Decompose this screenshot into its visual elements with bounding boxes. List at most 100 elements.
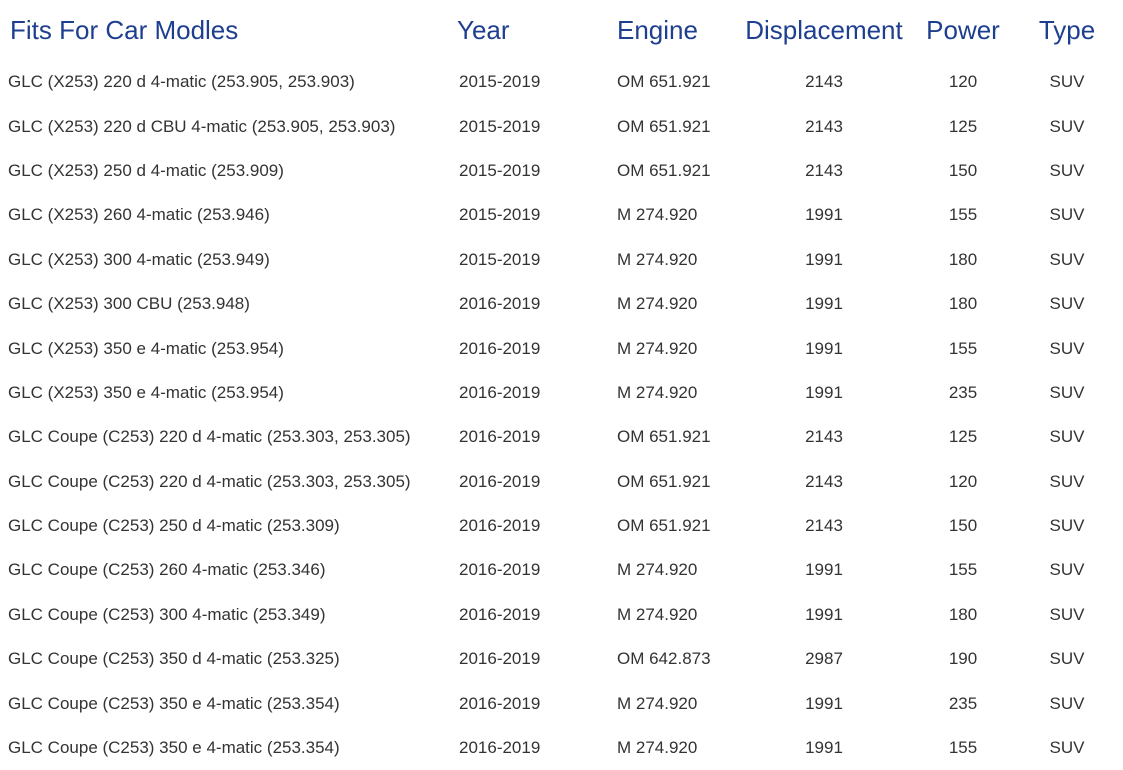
cell-displacement: 2143 <box>805 471 843 491</box>
cell-year: 2016-2019 <box>459 471 541 491</box>
cell-engine: M 274.920 <box>617 249 698 269</box>
cell-engine: M 274.920 <box>617 560 698 580</box>
cell-model: GLC Coupe (C253) 250 d 4-matic (253.309) <box>8 516 340 536</box>
cell-power: 155 <box>948 338 978 358</box>
table-row: GLC (X253) 250 d 4-matic (253.909) 2015-2… <box>0 149 1123 193</box>
cell-year: 2016-2019 <box>459 516 541 536</box>
header-type: Type <box>1038 14 1096 45</box>
cell-year: 2016-2019 <box>459 560 541 580</box>
table-header: Fits For Car Modles Year Engine Displace… <box>0 0 1123 60</box>
table-row: GLC Coupe (C253) 300 4-matic (253.349) 20… <box>0 593 1123 637</box>
cell-power: 155 <box>948 205 978 225</box>
cell-power: 235 <box>948 693 978 713</box>
cell-type: SUV <box>1049 693 1085 713</box>
cell-model: GLC Coupe (C253) 260 4-matic (253.346) <box>8 560 326 580</box>
table-row: GLC (X253) 300 CBU (253.948) 2016-2019 M 2… <box>0 282 1123 326</box>
cell-power: 150 <box>948 516 978 536</box>
cell-displacement: 2143 <box>805 427 843 447</box>
cell-model: GLC Coupe (C253) 350 e 4-matic (253.354) <box>8 738 340 758</box>
cell-displacement: 1991 <box>805 205 843 225</box>
cell-year: 2015-2019 <box>459 160 541 180</box>
cell-engine: M 274.920 <box>617 382 698 402</box>
cell-displacement: 1991 <box>805 294 843 314</box>
cell-engine: OM 651.921 <box>617 116 711 136</box>
cell-year: 2016-2019 <box>459 649 541 669</box>
cell-power: 120 <box>948 471 978 491</box>
table-row: GLC (X253) 350 e 4-matic (253.954) 2016-2… <box>0 371 1123 415</box>
table-body: GLC (X253) 220 d 4-matic (253.905, 253.9… <box>0 60 1123 770</box>
cell-engine: M 274.920 <box>617 294 698 314</box>
cell-displacement: 1991 <box>805 693 843 713</box>
table-row: GLC Coupe (C253) 350 d 4-matic (253.325)… <box>0 637 1123 681</box>
cell-year: 2016-2019 <box>459 382 541 402</box>
cell-year: 2016-2019 <box>459 738 541 758</box>
cell-model: GLC Coupe (C253) 220 d 4-matic (253.303,… <box>8 427 411 447</box>
table-row: GLC (X253) 300 4-matic (253.949) 2015-201… <box>0 238 1123 282</box>
cell-power: 180 <box>948 294 978 314</box>
cell-engine: OM 651.921 <box>617 427 711 447</box>
table-row: GLC Coupe (C253) 260 4-matic (253.346) 20… <box>0 548 1123 592</box>
table-row: GLC Coupe (C253) 220 d 4-matic (253.303,… <box>0 460 1123 504</box>
cell-type: SUV <box>1049 382 1085 402</box>
cell-power: 155 <box>948 738 978 758</box>
cell-displacement: 2987 <box>805 649 843 669</box>
cell-displacement: 1991 <box>805 604 843 624</box>
cell-power: 180 <box>948 249 978 269</box>
cell-displacement: 2143 <box>805 116 843 136</box>
cell-power: 125 <box>948 116 978 136</box>
header-year: Year <box>457 14 510 45</box>
table-row: GLC (X253) 260 4-matic (253.946) 2015-201… <box>0 193 1123 237</box>
cell-year: 2015-2019 <box>459 249 541 269</box>
cell-model: GLC (X253) 220 d CBU 4-matic (253.905, 2… <box>8 116 396 136</box>
cell-type: SUV <box>1049 604 1085 624</box>
cell-model: GLC (X253) 350 e 4-matic (253.954) <box>8 382 284 402</box>
cell-type: SUV <box>1049 249 1085 269</box>
cell-displacement: 1991 <box>805 249 843 269</box>
cell-type: SUV <box>1049 738 1085 758</box>
cell-model: GLC Coupe (C253) 220 d 4-matic (253.303,… <box>8 471 411 491</box>
cell-engine: M 274.920 <box>617 338 698 358</box>
cell-displacement: 1991 <box>805 338 843 358</box>
cell-displacement: 1991 <box>805 560 843 580</box>
cell-displacement: 1991 <box>805 382 843 402</box>
cell-year: 2015-2019 <box>459 205 541 225</box>
cell-year: 2016-2019 <box>459 338 541 358</box>
cell-year: 2016-2019 <box>459 294 541 314</box>
cell-model: GLC (X253) 220 d 4-matic (253.905, 253.9… <box>8 72 355 92</box>
cell-model: GLC (X253) 260 4-matic (253.946) <box>8 205 270 225</box>
cell-type: SUV <box>1049 116 1085 136</box>
cell-engine: M 274.920 <box>617 738 698 758</box>
cell-model: GLC Coupe (C253) 300 4-matic (253.349) <box>8 604 326 624</box>
cell-year: 2015-2019 <box>459 72 541 92</box>
cell-engine: OM 642.873 <box>617 649 711 669</box>
cell-year: 2016-2019 <box>459 604 541 624</box>
cell-power: 120 <box>948 72 978 92</box>
cell-displacement: 2143 <box>805 160 843 180</box>
cell-model: GLC (X253) 350 e 4-matic (253.954) <box>8 338 284 358</box>
cell-model: GLC (X253) 300 CBU (253.948) <box>8 294 250 314</box>
cell-type: SUV <box>1049 294 1085 314</box>
cell-engine: OM 651.921 <box>617 471 711 491</box>
header-row: Fits For Car Modles Year Engine Displace… <box>0 0 1123 60</box>
table-row: GLC (X253) 220 d 4-matic (253.905, 253.9… <box>0 60 1123 104</box>
cell-engine: OM 651.921 <box>617 160 711 180</box>
cell-model: GLC Coupe (C253) 350 e 4-matic (253.354) <box>8 693 340 713</box>
header-power: Power <box>926 14 1000 45</box>
table-row: GLC (X253) 220 d CBU 4-matic (253.905, 2… <box>0 104 1123 148</box>
cell-type: SUV <box>1049 560 1085 580</box>
cell-power: 155 <box>948 560 978 580</box>
cell-power: 150 <box>948 160 978 180</box>
cell-model: GLC (X253) 300 4-matic (253.949) <box>8 249 270 269</box>
cell-engine: M 274.920 <box>617 604 698 624</box>
cell-power: 235 <box>948 382 978 402</box>
cell-type: SUV <box>1049 516 1085 536</box>
cell-engine: OM 651.921 <box>617 72 711 92</box>
cell-type: SUV <box>1049 72 1085 92</box>
cell-power: 190 <box>948 649 978 669</box>
table-row: GLC Coupe (C253) 250 d 4-matic (253.309)… <box>0 504 1123 548</box>
cell-power: 125 <box>948 427 978 447</box>
cell-year: 2016-2019 <box>459 693 541 713</box>
cell-type: SUV <box>1049 205 1085 225</box>
header-engine: Engine <box>617 14 698 45</box>
